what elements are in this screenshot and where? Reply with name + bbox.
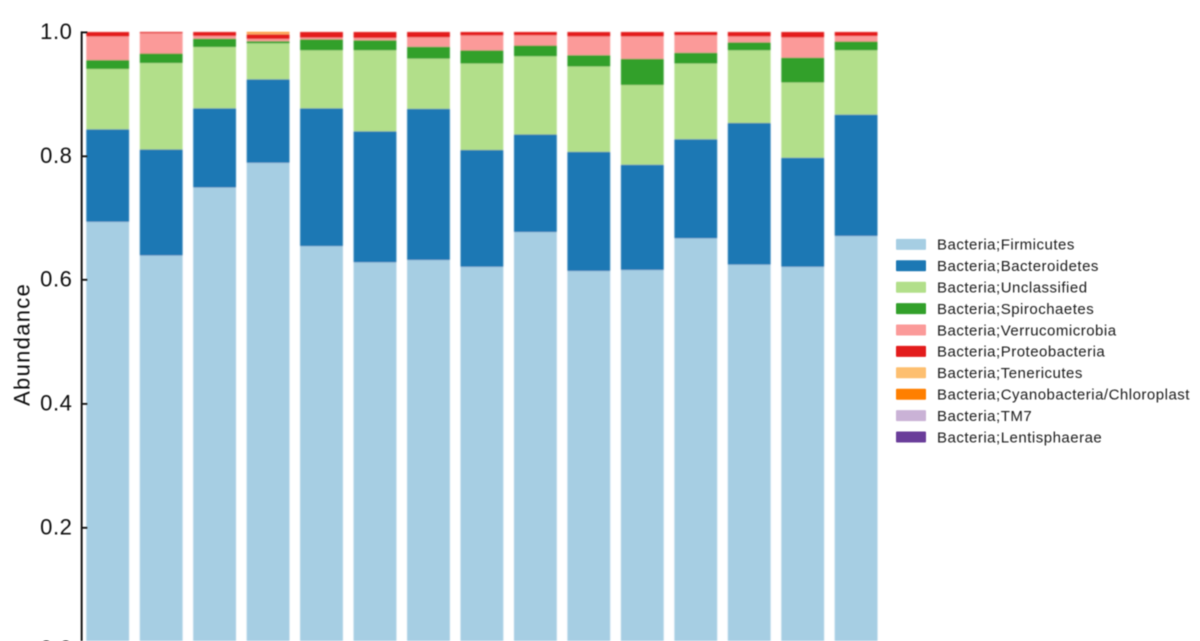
svg-text:Bacteria;Firmicutes: Bacteria;Firmicutes [937,237,1075,254]
svg-text:1.0: 1.0 [40,19,72,44]
svg-text:0.4: 0.4 [40,391,72,416]
svg-text:Bacteria;Lentisphaerae: Bacteria;Lentisphaerae [937,429,1102,446]
svg-text:0.0: 0.0 [40,636,72,641]
svg-text:0.8: 0.8 [40,143,72,168]
svg-text:Bacteria;Proteobacteria: Bacteria;Proteobacteria [937,344,1105,361]
svg-text:Bacteria;Verrucomicrobia: Bacteria;Verrucomicrobia [937,322,1117,339]
svg-text:Bacteria;Tenericutes: Bacteria;Tenericutes [937,365,1083,382]
svg-text:Bacteria;Spirochaetes: Bacteria;Spirochaetes [937,301,1094,318]
svg-text:Bacteria;Cyanobacteria/Chlorop: Bacteria;Cyanobacteria/Chloroplast [937,387,1190,404]
svg-text:Bacteria;TM7: Bacteria;TM7 [937,408,1032,425]
svg-text:Bacteria;Unclassified: Bacteria;Unclassified [937,280,1088,297]
svg-text:Abundance: Abundance [10,283,35,406]
svg-text:Bacteria;Bacteroidetes: Bacteria;Bacteroidetes [937,258,1099,275]
svg-text:0.2: 0.2 [40,514,72,539]
svg-text:0.6: 0.6 [40,266,72,291]
